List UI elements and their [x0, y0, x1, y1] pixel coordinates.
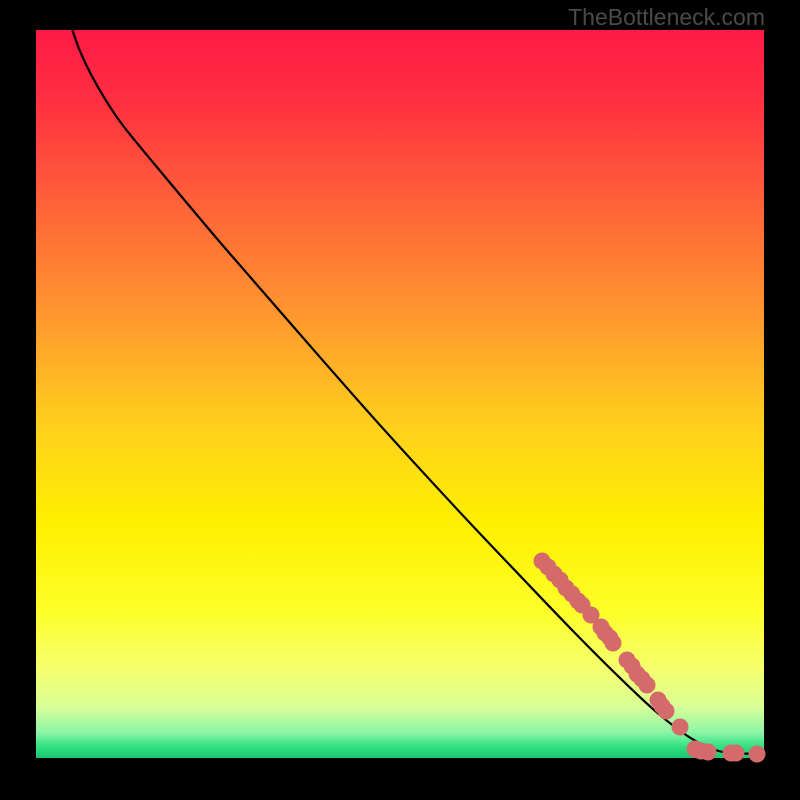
data-point: [638, 677, 655, 694]
plot-area: [36, 30, 764, 758]
watermark-text: TheBottleneck.com: [568, 4, 765, 31]
data-point: [671, 719, 688, 736]
data-point: [699, 744, 716, 761]
data-point: [728, 744, 745, 761]
data-point: [748, 745, 765, 762]
data-point: [658, 703, 675, 720]
data-point-markers: [36, 30, 764, 758]
data-point: [605, 634, 622, 651]
